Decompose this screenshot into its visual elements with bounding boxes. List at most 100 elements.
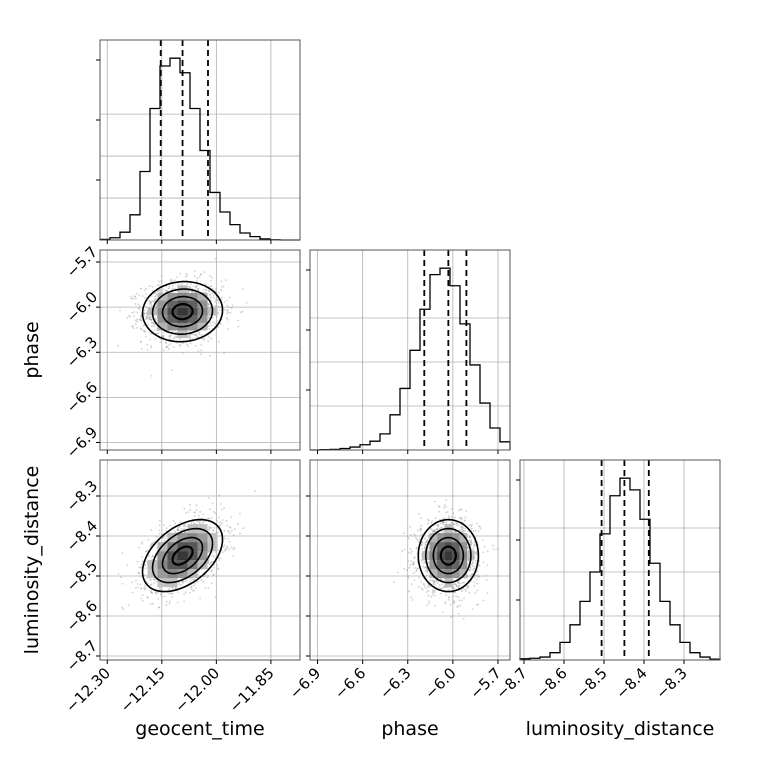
scatter-point <box>217 301 220 304</box>
scatter-point <box>168 531 171 534</box>
scatter-point <box>457 612 460 615</box>
scatter-point <box>241 310 244 313</box>
scatter-point <box>221 521 224 524</box>
scatter-point <box>442 521 445 524</box>
scatter-point <box>136 311 139 314</box>
scatter-point <box>441 520 444 523</box>
scatter-point <box>144 567 147 570</box>
scatter-point <box>144 331 146 333</box>
scatter-point <box>145 317 148 319</box>
scatter-point <box>160 593 162 596</box>
scatter-point <box>206 576 209 578</box>
scatter-point <box>215 306 218 309</box>
scatter-point <box>213 555 216 558</box>
scatter-point <box>155 580 158 583</box>
scatter-point <box>401 550 403 552</box>
scatter-point <box>161 335 164 337</box>
scatter-point <box>475 553 478 556</box>
scatter-point <box>165 290 168 293</box>
scatter-point <box>140 563 143 566</box>
scatter-point <box>149 545 152 548</box>
scatter-point <box>210 337 213 340</box>
scatter-point <box>467 585 470 587</box>
scatter-point <box>212 321 215 324</box>
scatter-point <box>182 580 185 583</box>
scatter-point <box>194 345 197 347</box>
scatter-point <box>229 311 232 314</box>
density-cell <box>429 560 437 570</box>
scatter-point <box>189 579 192 582</box>
scatter-point <box>442 531 444 533</box>
scatter-point <box>132 297 135 300</box>
scatter-point <box>151 300 154 302</box>
scatter-point <box>158 606 161 609</box>
scatter-point <box>208 497 210 499</box>
scatter-point <box>138 572 140 575</box>
scatter-point <box>137 571 140 574</box>
scatter-point <box>230 530 233 532</box>
scatter-point <box>430 521 433 524</box>
scatter-point <box>410 583 413 586</box>
scatter-point <box>194 515 196 518</box>
scatter-point <box>417 567 419 570</box>
density-cell <box>187 300 198 308</box>
scatter-point <box>457 524 460 527</box>
scatter-point <box>450 508 453 510</box>
scatter-point <box>192 285 195 288</box>
x-axis-label-geocent-time: geocent_time <box>135 718 264 740</box>
scatter-point <box>192 521 195 523</box>
scatter-point <box>425 567 428 569</box>
scatter-point <box>179 344 182 346</box>
scatter-point <box>455 522 458 525</box>
scatter-point <box>197 331 200 334</box>
scatter-point <box>197 350 200 352</box>
density-cell <box>437 569 445 579</box>
scatter-point <box>150 346 153 349</box>
scatter-point <box>413 557 415 560</box>
scatter-point <box>215 315 218 318</box>
scatter-point <box>407 560 410 562</box>
scatter-point <box>138 307 141 310</box>
panel-frame <box>309 459 511 661</box>
panel-frame <box>99 39 301 241</box>
scatter-point <box>183 524 186 527</box>
scatter-point <box>154 297 156 300</box>
scatter-point <box>433 530 435 532</box>
scatter-point <box>183 528 186 530</box>
scatter-point <box>140 597 143 600</box>
scatter-point <box>441 522 444 524</box>
scatter-point <box>220 286 223 288</box>
scatter-point <box>191 333 194 336</box>
density-cell <box>444 551 453 561</box>
scatter-point <box>100 306 103 309</box>
panel-frame <box>519 459 721 661</box>
scatter-point <box>162 349 165 351</box>
scatter-point <box>162 336 165 339</box>
scatter-point <box>454 582 456 585</box>
scatter-point <box>144 574 147 577</box>
scatter-point <box>472 547 475 549</box>
scatter-point <box>190 290 193 293</box>
scatter-point <box>146 343 149 346</box>
y-axis-label-luminosity-distance: luminosity_distance <box>21 466 43 655</box>
scatter-point <box>145 287 148 290</box>
scatter-point <box>166 289 168 292</box>
scatter-point <box>470 540 473 543</box>
scatter-point <box>181 283 183 286</box>
scatter-point <box>212 530 215 532</box>
scatter-point <box>150 583 153 586</box>
histogram-phase <box>306 249 511 454</box>
scatter-point <box>211 569 214 572</box>
scatter-point <box>161 290 163 293</box>
scatter-point <box>227 328 230 330</box>
scatter-point <box>184 531 187 534</box>
scatter-point <box>159 519 161 522</box>
scatter-point <box>133 295 136 298</box>
scatter-point <box>421 541 424 544</box>
density-cell <box>452 533 460 543</box>
scatter-point <box>413 556 416 558</box>
scatter-point <box>190 586 192 589</box>
scatter-point <box>468 591 471 594</box>
scatter-point <box>187 336 190 338</box>
scatter-point <box>418 541 420 543</box>
